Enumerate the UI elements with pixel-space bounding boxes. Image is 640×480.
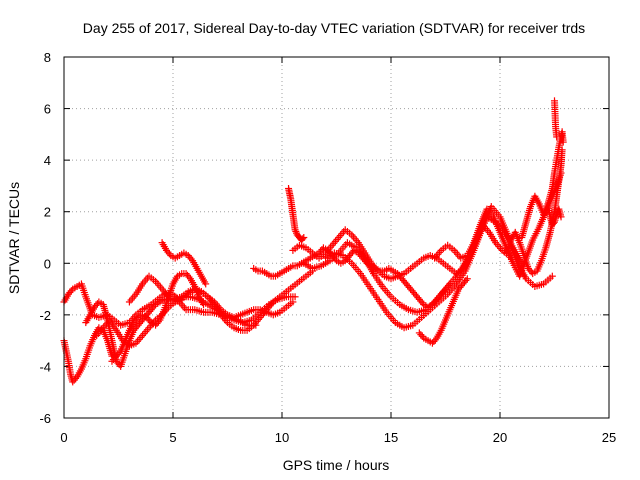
data-point	[431, 336, 439, 344]
data-point	[200, 301, 208, 309]
data-point	[289, 298, 297, 306]
chart-title: Day 255 of 2017, Sidereal Day-to-day VTE…	[83, 20, 585, 36]
y-tick-label: 2	[44, 205, 51, 220]
x-tick-label: 0	[60, 430, 67, 445]
y-tick-label: -2	[39, 308, 51, 323]
y-tick-label: 4	[44, 153, 51, 168]
data-point	[187, 255, 195, 263]
y-tick-labels: -6 -4 -2 0 2 4 6 8	[39, 50, 51, 426]
data-point	[462, 276, 470, 284]
data-point	[185, 273, 193, 281]
data-point	[418, 332, 426, 340]
y-tick-label: 6	[44, 102, 51, 117]
data-point	[291, 226, 299, 234]
x-tick-label: 25	[602, 430, 616, 445]
data-point	[463, 275, 471, 283]
data-point	[165, 250, 173, 258]
data-points	[60, 97, 567, 386]
y-tick-label: 0	[44, 256, 51, 271]
data-point	[559, 138, 567, 146]
x-tick-label: 20	[493, 430, 507, 445]
x-tick-label: 15	[384, 430, 398, 445]
data-point	[553, 133, 561, 141]
x-tick-label: 10	[275, 430, 289, 445]
data-point	[299, 235, 307, 243]
data-point	[72, 374, 80, 382]
data-point	[133, 315, 141, 323]
x-axis-label: GPS time / hours	[283, 457, 390, 473]
data-point	[291, 293, 299, 301]
data-point	[202, 280, 210, 288]
data-point	[418, 299, 426, 307]
data-point	[150, 302, 158, 310]
data-point	[115, 349, 123, 357]
data-point	[557, 213, 565, 221]
data-point	[549, 219, 557, 227]
plot-frame	[63, 56, 610, 419]
data-point	[154, 318, 162, 326]
data-point	[146, 317, 154, 325]
y-tick-label: -6	[39, 411, 51, 426]
y-tick-label: -4	[39, 359, 51, 374]
data-point	[292, 227, 300, 235]
x-tick-labels: 0 5 10 15 20 25	[60, 430, 616, 445]
x-tick-label: 5	[169, 430, 176, 445]
data-point	[548, 272, 556, 280]
data-point	[67, 287, 75, 295]
y-tick-label: 8	[44, 50, 51, 65]
data-point	[300, 234, 308, 241]
y-axis-label: SDTVAR / TECUs	[6, 182, 22, 294]
